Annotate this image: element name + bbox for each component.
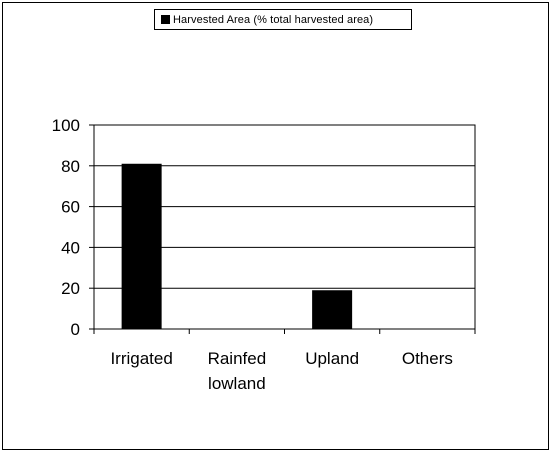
x-tick-label: Irrigated xyxy=(110,349,172,368)
legend-label: Harvested Area (% total harvested area) xyxy=(173,13,374,26)
axes xyxy=(89,124,476,334)
x-tick-label: Others xyxy=(402,349,453,368)
bars xyxy=(121,163,353,329)
y-tick-label: 100 xyxy=(52,116,80,135)
x-tick-label: lowland xyxy=(208,374,266,393)
y-tick-label: 0 xyxy=(71,320,80,339)
legend: Harvested Area (% total harvested area) xyxy=(154,9,412,30)
legend-swatch xyxy=(161,15,170,24)
bar-irrigated xyxy=(121,163,162,329)
y-tick-label: 40 xyxy=(61,238,80,257)
x-tick-label: Rainfed xyxy=(208,349,267,368)
x-tick-label: Upland xyxy=(305,349,359,368)
axis-labels: 0 20 40 60 80 100 Irrigated Rainfed lowland Uplan… xyxy=(52,116,453,393)
y-tick-label: 80 xyxy=(61,157,80,176)
chart-frame xyxy=(2,2,549,450)
y-tick-label: 20 xyxy=(61,279,80,298)
bar-upland xyxy=(312,290,353,329)
y-tick-label: 60 xyxy=(61,198,80,217)
